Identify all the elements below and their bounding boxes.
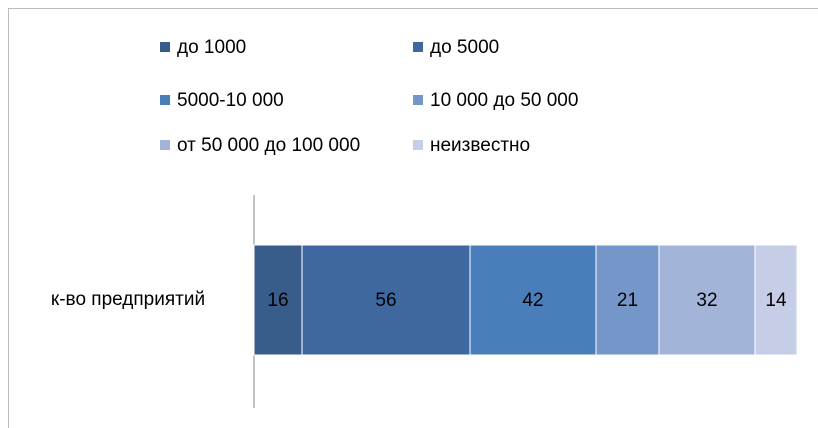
data-label: 32 <box>696 290 717 311</box>
legend-label: до 1000 <box>177 37 246 58</box>
category-label: к-во предприятий <box>51 289 205 310</box>
legend-swatch <box>413 140 423 150</box>
chart-frame <box>8 8 818 428</box>
data-label: 56 <box>375 290 396 311</box>
legend-swatch <box>160 140 170 150</box>
bar-segment <box>754 244 798 356</box>
legend-label: 10 000 до 50 000 <box>430 90 578 111</box>
data-label: 16 <box>267 290 288 311</box>
legend-label: от 50 000 до 100 000 <box>177 135 360 156</box>
data-label: 21 <box>617 290 638 311</box>
legend-swatch <box>413 42 423 52</box>
bar-segment <box>469 244 597 356</box>
legend-label: неизвестно <box>430 135 530 156</box>
data-label: 14 <box>765 290 787 311</box>
legend-label: до 5000 <box>430 37 499 58</box>
legend-swatch <box>413 95 423 105</box>
legend-swatch <box>160 42 170 52</box>
bar-segment <box>301 244 471 356</box>
legend-swatch <box>160 95 170 105</box>
data-label: 42 <box>522 290 543 311</box>
legend-label: 5000-10 000 <box>177 90 284 111</box>
